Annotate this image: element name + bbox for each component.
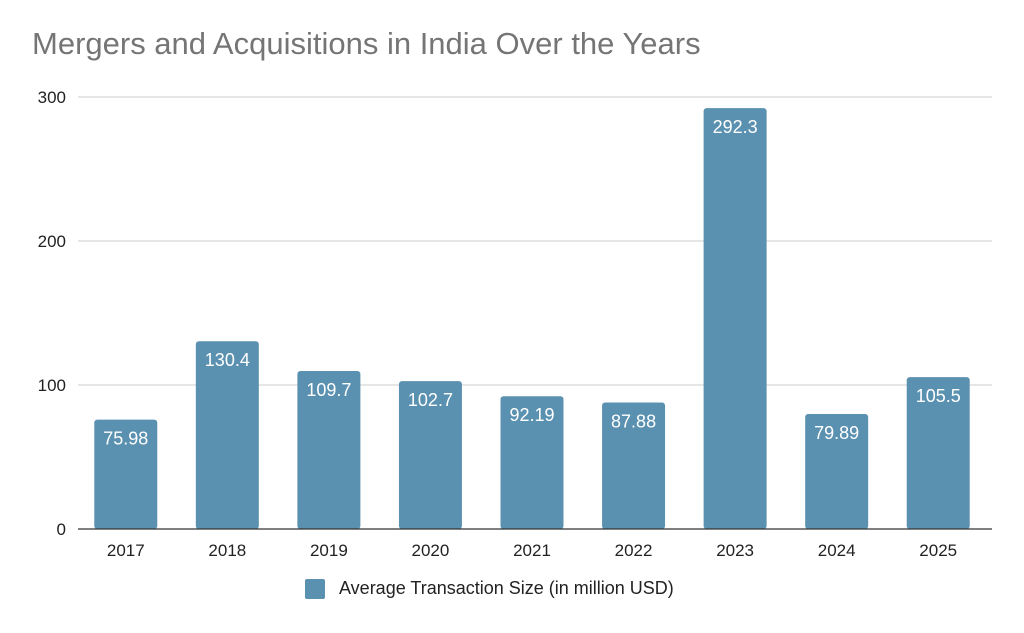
bar bbox=[500, 396, 564, 529]
bar bbox=[195, 341, 259, 529]
bar bbox=[297, 371, 361, 529]
data-label: 92.19 bbox=[509, 405, 554, 425]
y-tick-label: 200 bbox=[38, 232, 66, 251]
bars bbox=[94, 108, 970, 529]
x-tick-label: 2019 bbox=[310, 541, 348, 560]
x-axis-ticks: 2017 2018 2019 2020 2021 2022 2023 2024 2025 bbox=[107, 541, 957, 560]
x-tick-label: 2018 bbox=[208, 541, 246, 560]
x-tick-label: 2025 bbox=[919, 541, 957, 560]
data-label: 292.3 bbox=[713, 117, 758, 137]
x-tick-label: 2021 bbox=[513, 541, 551, 560]
y-tick-label: 0 bbox=[57, 520, 66, 539]
y-tick-label: 100 bbox=[38, 376, 66, 395]
data-label: 75.98 bbox=[103, 429, 148, 449]
x-tick-label: 2022 bbox=[615, 541, 653, 560]
bar bbox=[94, 419, 158, 529]
x-tick-label: 2024 bbox=[818, 541, 856, 560]
legend: Average Transaction Size (in million USD… bbox=[305, 578, 674, 599]
bar bbox=[805, 413, 869, 529]
bar bbox=[398, 381, 462, 529]
chart-title: Mergers and Acquisitions in India Over t… bbox=[32, 26, 701, 61]
data-label: 102.7 bbox=[408, 390, 453, 410]
data-label: 105.5 bbox=[916, 386, 961, 406]
y-tick-label: 300 bbox=[38, 88, 66, 107]
bar bbox=[703, 108, 767, 529]
data-label: 130.4 bbox=[205, 350, 250, 370]
x-tick-label: 2020 bbox=[412, 541, 450, 560]
data-label: 87.88 bbox=[611, 411, 656, 431]
data-labels: 75.98 130.4 109.7 102.7 92.19 87.88 292.3 79.89… bbox=[103, 117, 960, 449]
x-tick-label: 2017 bbox=[107, 541, 145, 560]
x-tick-label: 2023 bbox=[716, 541, 754, 560]
y-axis-ticks: 0 100 200 300 bbox=[38, 88, 66, 539]
data-label: 109.7 bbox=[306, 380, 351, 400]
legend-swatch bbox=[305, 578, 325, 599]
bar bbox=[906, 377, 970, 529]
legend-label: Average Transaction Size (in million USD… bbox=[339, 578, 674, 598]
bar bbox=[602, 402, 666, 529]
data-label: 79.89 bbox=[814, 423, 859, 443]
